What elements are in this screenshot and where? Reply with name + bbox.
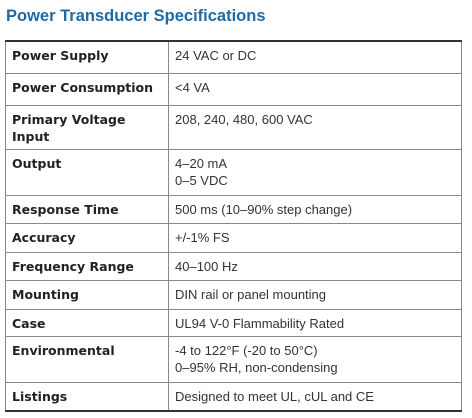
spec-label: Frequency Range xyxy=(5,251,169,280)
spec-value: 24 VAC or DC xyxy=(168,40,462,73)
value-line: +/-1% FS xyxy=(175,229,230,245)
spec-value: Designed to meet UL, cUL and CE xyxy=(168,381,462,411)
value-line: 4–20 mA xyxy=(175,155,228,171)
spec-row: Primary Voltage Input 208, 240, 480, 600 … xyxy=(5,104,462,149)
spec-label: Case xyxy=(5,308,169,336)
spec-row: Accuracy +/-1% FS xyxy=(5,222,462,252)
value-line: 208, 240, 480, 600 VAC xyxy=(175,111,313,127)
spec-value: 500 ms (10–90% step change) xyxy=(168,194,462,223)
spec-label: Response Time xyxy=(5,194,169,223)
spec-row: Output 4–20 mA 0–5 VDC xyxy=(5,148,462,195)
spec-table: Power Supply 24 VAC or DC Power Consumptio… xyxy=(5,40,462,412)
spec-label: Accuracy xyxy=(5,222,169,252)
spec-label: Primary Voltage Input xyxy=(5,104,169,149)
spec-label: Power Supply xyxy=(5,40,169,73)
spec-value: <4 VA xyxy=(168,72,462,105)
value-line: 24 VAC or DC xyxy=(175,48,257,63)
spec-label: Environmental xyxy=(5,335,169,382)
spec-value: +/-1% FS xyxy=(168,222,462,252)
spec-value: UL94 V-0 Flammability Rated xyxy=(168,308,462,336)
value-line: 0–95% RH, non-condensing xyxy=(175,359,338,375)
value-line: DIN rail or panel mounting xyxy=(175,286,327,302)
spec-value: -4 to 122°F (-20 to 50°C) 0–95% RH, non-c… xyxy=(168,335,462,382)
value-line: 40–100 Hz xyxy=(175,258,238,274)
spec-row: Response Time 500 ms (10–90% step change) xyxy=(5,194,462,223)
spec-row: Environmental -4 to 122°F (-20 to 50°C) 0–… xyxy=(5,335,462,382)
value-line: 500 ms (10–90% step change) xyxy=(175,201,353,217)
spec-row: Mounting DIN rail or panel mounting xyxy=(5,279,462,309)
spec-row: Power Supply 24 VAC or DC xyxy=(5,40,462,73)
value-line: Designed to meet UL, cUL and CE xyxy=(175,388,374,404)
value-line: UL94 V-0 Flammability Rated xyxy=(175,315,345,331)
title: Power Transducer Specifications xyxy=(6,7,266,25)
spec-label: Power Consumption xyxy=(5,72,169,105)
spec-value: DIN rail or panel mounting xyxy=(168,279,462,309)
spec-row: Frequency Range 40–100 Hz xyxy=(5,251,462,280)
spec-label: Listings xyxy=(5,381,169,411)
value-line: -4 to 122°F (-20 to 50°C) xyxy=(175,342,318,358)
spec-value: 208, 240, 480, 600 VAC xyxy=(168,104,462,149)
spec-value: 4–20 mA 0–5 VDC xyxy=(168,148,462,195)
spec-row: Power Consumption <4 VA xyxy=(5,72,462,105)
spec-label: Mounting xyxy=(5,279,169,309)
spec-row: Listings Designed to meet UL, cUL and CE xyxy=(5,381,462,411)
spec-row: Case UL94 V-0 Flammability Rated xyxy=(5,308,462,336)
value-line: <4 VA xyxy=(175,79,210,95)
spec-value: 40–100 Hz xyxy=(168,251,462,280)
value-line: 0–5 VDC xyxy=(175,172,228,188)
spec-label: Output xyxy=(5,148,169,195)
